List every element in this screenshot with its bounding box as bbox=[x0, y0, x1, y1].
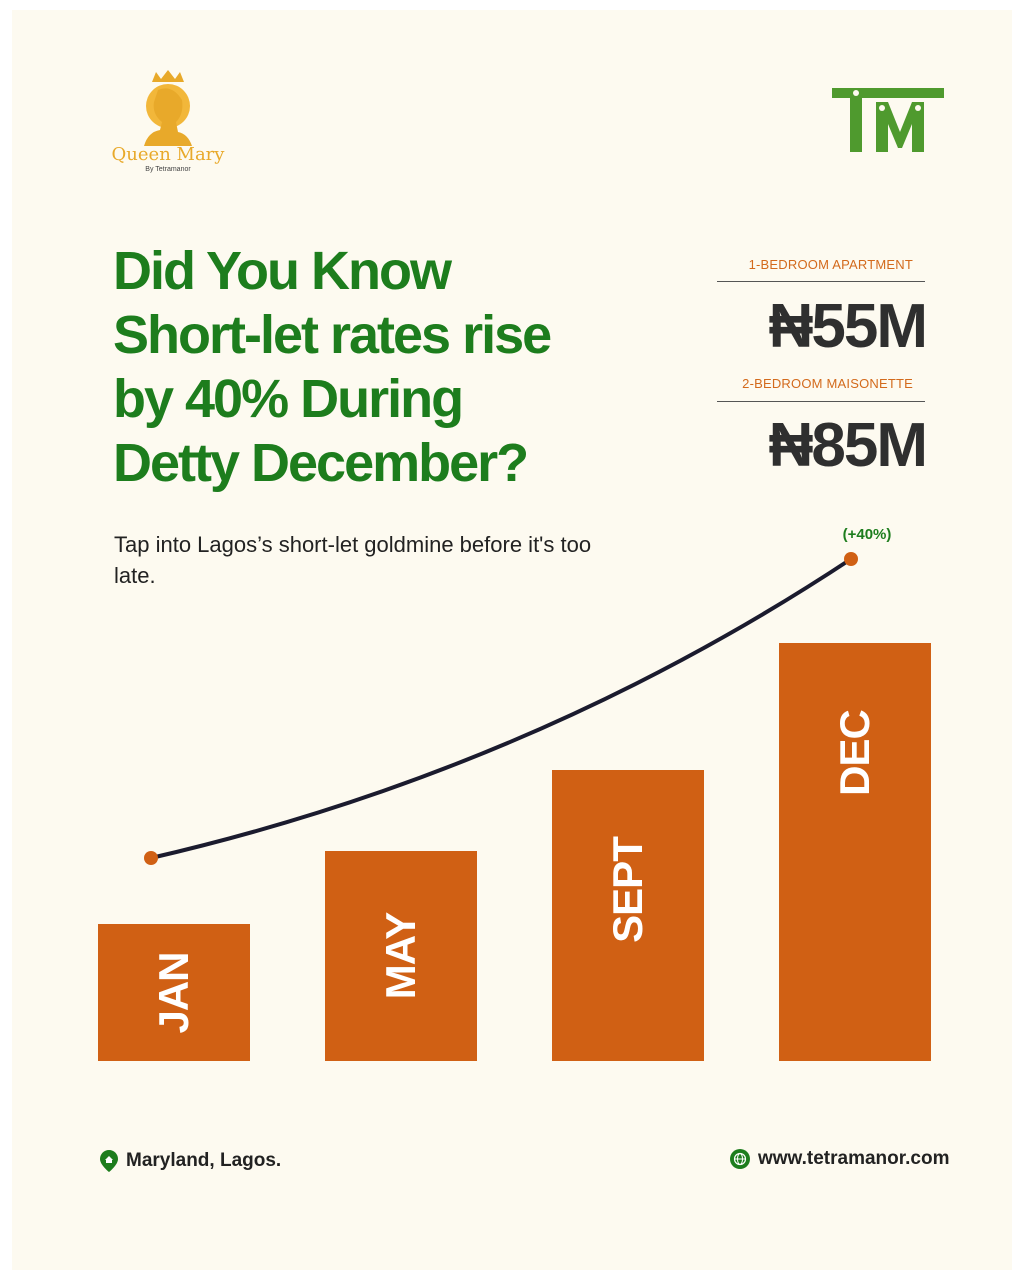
price-label-1br: 1-BEDROOM APARTMENT bbox=[748, 257, 913, 272]
location: Maryland, Lagos. bbox=[100, 1150, 281, 1172]
headline-line: by 40% During bbox=[113, 369, 464, 429]
growth-annotation: (+40%) bbox=[842, 526, 892, 543]
bar-may: MAY bbox=[325, 851, 477, 1061]
logo-brand-name: Queen Mary bbox=[111, 144, 225, 165]
headline-line: Detty December? bbox=[113, 433, 529, 493]
trend-end-point bbox=[844, 552, 858, 566]
tm-logo bbox=[832, 88, 944, 157]
price-divider bbox=[717, 281, 925, 282]
queen-mary-logo: Queen Mary By Tetramanor bbox=[108, 70, 228, 180]
price-divider bbox=[717, 401, 925, 402]
tm-logo-mark bbox=[832, 88, 944, 152]
trend-curve bbox=[150, 557, 853, 860]
globe-icon bbox=[730, 1149, 750, 1169]
trend-line bbox=[144, 552, 858, 865]
bar-sept: SEPT bbox=[552, 770, 704, 1061]
headline-line: Did You Know bbox=[113, 241, 452, 301]
logo-brand-subtitle: By Tetramanor bbox=[145, 166, 191, 173]
location-pin-icon bbox=[100, 1150, 118, 1172]
price-label-2br: 2-BEDROOM MAISONETTE bbox=[742, 376, 913, 391]
price-value-1br: ₦55M bbox=[768, 292, 928, 361]
trend-start-point bbox=[144, 851, 158, 865]
bar-jan: JAN bbox=[98, 924, 250, 1061]
price-value-2br: ₦85M bbox=[768, 411, 928, 480]
website[interactable]: www.tetramanor.com bbox=[730, 1148, 949, 1170]
subtext: Tap into Lagos’s short-let goldmine befo… bbox=[114, 532, 592, 588]
headline-line: Short-let rates rise bbox=[113, 305, 552, 365]
queen-silhouette-icon bbox=[144, 70, 192, 146]
bar-dec: DEC bbox=[779, 643, 931, 1061]
location-text: Maryland, Lagos. bbox=[126, 1150, 282, 1171]
headline: Did You Know Short-let rates rise by 40%… bbox=[113, 239, 673, 495]
website-link[interactable]: www.tetramanor.com bbox=[758, 1148, 950, 1169]
poster: Queen Mary By Tetramanor Did You Know Sh… bbox=[12, 10, 1012, 1270]
